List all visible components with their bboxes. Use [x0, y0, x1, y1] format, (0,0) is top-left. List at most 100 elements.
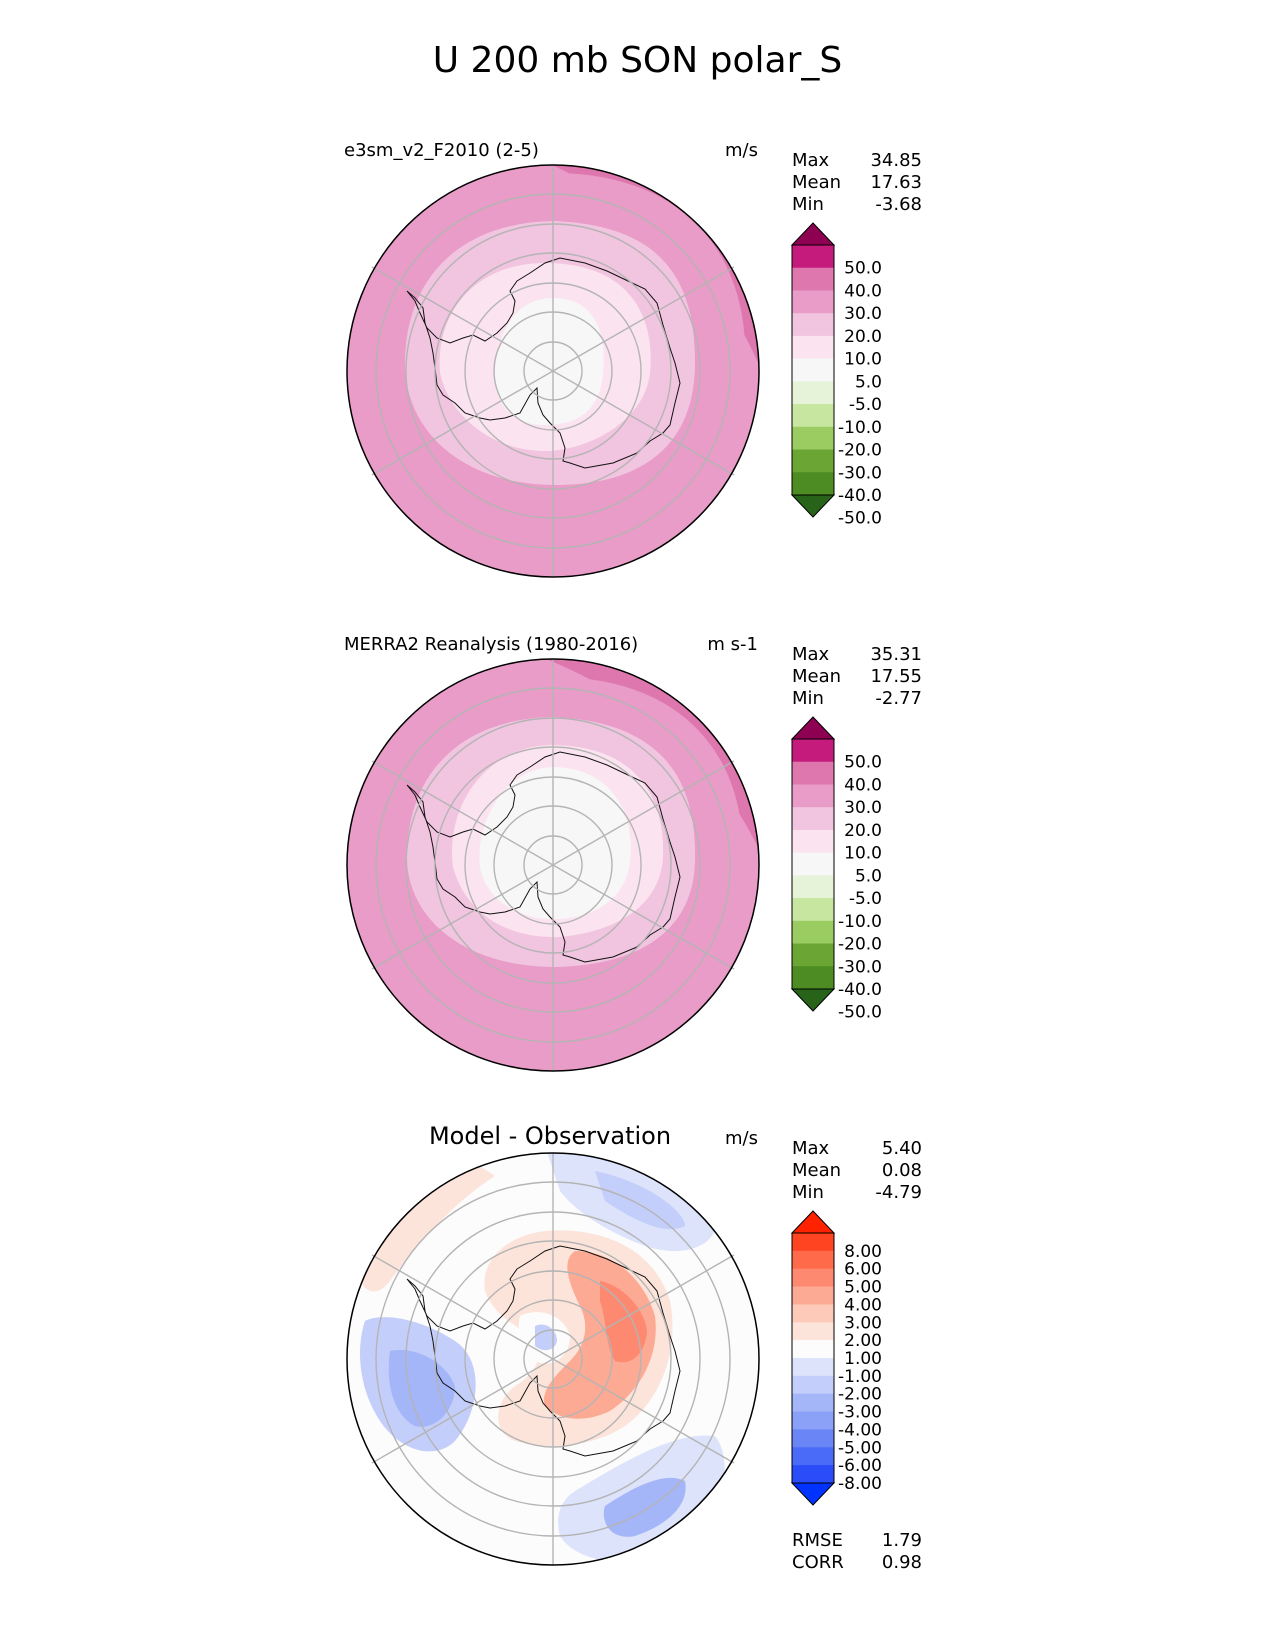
panel-units: m/s [725, 140, 758, 161]
stat-label-max: Max [792, 644, 830, 665]
stat-value-min: -4.79 [875, 1182, 922, 1203]
colorbar-tick-label: 5.0 [855, 372, 882, 392]
colorbar-tick-label: -8.00 [838, 1474, 882, 1494]
colorbar-tick-label: -2.00 [838, 1385, 882, 1405]
colorbar-bin [792, 875, 834, 899]
rmse-label: RMSE [792, 1530, 843, 1551]
colorbar-bin [792, 1304, 834, 1323]
stat-label-mean: Mean [792, 1160, 842, 1181]
colorbar-bin [792, 898, 834, 922]
stat-value-max: 34.85 [870, 150, 922, 171]
colorbar-bin [792, 920, 834, 945]
colorbar-tick-label: -4.00 [838, 1420, 882, 1440]
stat-label-mean: Mean [792, 666, 842, 687]
colorbar-bin [792, 1286, 834, 1305]
stat-label-max: Max [792, 1138, 830, 1159]
colorbar-bin [792, 472, 834, 496]
colorbar-bin [792, 290, 834, 314]
colorbar-outline [791, 738, 835, 990]
colorbar-bin [792, 829, 834, 854]
colorbar-bin [792, 807, 834, 831]
colorbar-tick-label: -1.00 [838, 1367, 882, 1387]
colorbar-tick-label: -40.0 [838, 980, 882, 1000]
colorbar-tick-label: -50.0 [838, 509, 882, 529]
corr-value: 0.98 [881, 1552, 922, 1573]
colorbar-bin [792, 1465, 834, 1484]
colorbar-bin [792, 1250, 834, 1270]
colorbar-tick-label: 50.0 [844, 753, 882, 773]
figure-title: U 200 mb SON polar_S [432, 40, 843, 81]
colorbar-bin [792, 404, 834, 428]
colorbar-tick-label: 20.0 [844, 821, 882, 841]
colorbar-tick-label: -10.0 [838, 418, 882, 438]
colorbar-tick-label: 5.0 [855, 866, 882, 886]
colorbar-tick-label: -5.0 [849, 395, 882, 415]
colorbar-bin [792, 852, 834, 876]
colorbar-bin [792, 1429, 834, 1448]
colorbar-bin [792, 449, 834, 473]
stat-label-max: Max [792, 150, 830, 171]
colorbar-tick-label: 3.00 [844, 1313, 882, 1333]
colorbar-extend-min [790, 1482, 836, 1506]
colorbar-tick-label: 30.0 [844, 304, 882, 324]
panel-units: m s-1 [707, 634, 758, 655]
stat-value-mean: 0.08 [881, 1160, 922, 1181]
colorbar-tick-label: 4.00 [844, 1295, 882, 1315]
colorbar-tick-label: -5.00 [838, 1438, 882, 1458]
colorbar-bin [792, 784, 834, 808]
stat-value-max: 35.31 [870, 644, 922, 665]
colorbar-extend-max [790, 716, 836, 740]
polar-map-observation [346, 658, 760, 1072]
colorbar-bin [792, 1233, 834, 1252]
stat-value-min: -2.77 [875, 688, 922, 709]
colorbar-bin [792, 761, 834, 785]
panel-title: e3sm_v2_F2010 (2-5) [344, 140, 539, 161]
colorbar-tick-label: -40.0 [838, 486, 882, 506]
colorbar-outline [791, 1232, 835, 1484]
panel-observation: MERRA2 Reanalysis (1980-2016) m s-1 Max 3… [0, 634, 1275, 1114]
colorbar-bin [792, 335, 834, 360]
colorbar-tick-label: -5.0 [849, 889, 882, 909]
error-stats-box: RMSE 1.79 CORR 0.98 [792, 1530, 922, 1574]
panel-title: MERRA2 Reanalysis (1980-2016) [344, 634, 639, 655]
stat-value-max: 5.40 [881, 1138, 922, 1159]
colorbar-tick-label: 8.00 [844, 1242, 882, 1262]
colorbar-tick-label: 20.0 [844, 327, 882, 347]
polar-map-difference [346, 1152, 760, 1566]
colorbar-tick-label: 1.00 [844, 1349, 882, 1369]
colorbar-tick-label: -20.0 [838, 935, 882, 955]
colorbar-tick-label: 40.0 [844, 775, 882, 795]
colorbar-observation: 50.040.0 30.0 20.0 10.05.0 -5.0 -10.0 -20.0-30… [790, 716, 882, 1023]
stats-box: Max 34.85 Mean 17.63 Min -3.68 [792, 150, 922, 216]
panel-title: Model - Observation [428, 1122, 672, 1150]
colorbar-tick-label: 50.0 [844, 259, 882, 279]
stat-label-min: Min [792, 194, 824, 215]
colorbar-tick-label: 30.0 [844, 798, 882, 818]
colorbar-extend-min [790, 988, 836, 1012]
colorbar-tick-label: 6.00 [844, 1260, 882, 1280]
colorbar-tick-label: -30.0 [838, 957, 882, 977]
colorbar-tick-label: -10.0 [838, 912, 882, 932]
colorbar-outline [791, 244, 835, 496]
colorbar-extend-max [790, 1210, 836, 1234]
panel-difference: Model - Observation m/s Max 5.40 Mean 0.08… [0, 1122, 1275, 1608]
colorbar-difference: 8.006.005.004.003.002.001.00-1.00-2.00-3… [790, 1210, 882, 1506]
colorbar-tick-label: -6.00 [838, 1456, 882, 1476]
colorbar-bin [792, 1358, 834, 1377]
colorbar-tick-label: 40.0 [844, 281, 882, 301]
colorbar-tick-label: -30.0 [838, 463, 882, 483]
stat-value-mean: 17.55 [870, 666, 922, 687]
colorbar-bin [792, 1393, 834, 1413]
corr-label: CORR [792, 1552, 844, 1573]
colorbar-bin [792, 1375, 834, 1395]
colorbar-extend-max [790, 222, 836, 246]
panel-units: m/s [725, 1128, 758, 1149]
colorbar-bin [792, 426, 834, 451]
stats-box: Max 5.40 Mean 0.08 Min -4.79 [792, 1138, 922, 1204]
colorbar-bin [792, 1268, 834, 1288]
rmse-value: 1.79 [881, 1530, 922, 1551]
stat-value-min: -3.68 [875, 194, 922, 215]
colorbar-bin [792, 943, 834, 967]
stats-box: Max 35.31 Mean 17.55 Min -2.77 [792, 644, 922, 710]
colorbar-bin [792, 1411, 834, 1430]
